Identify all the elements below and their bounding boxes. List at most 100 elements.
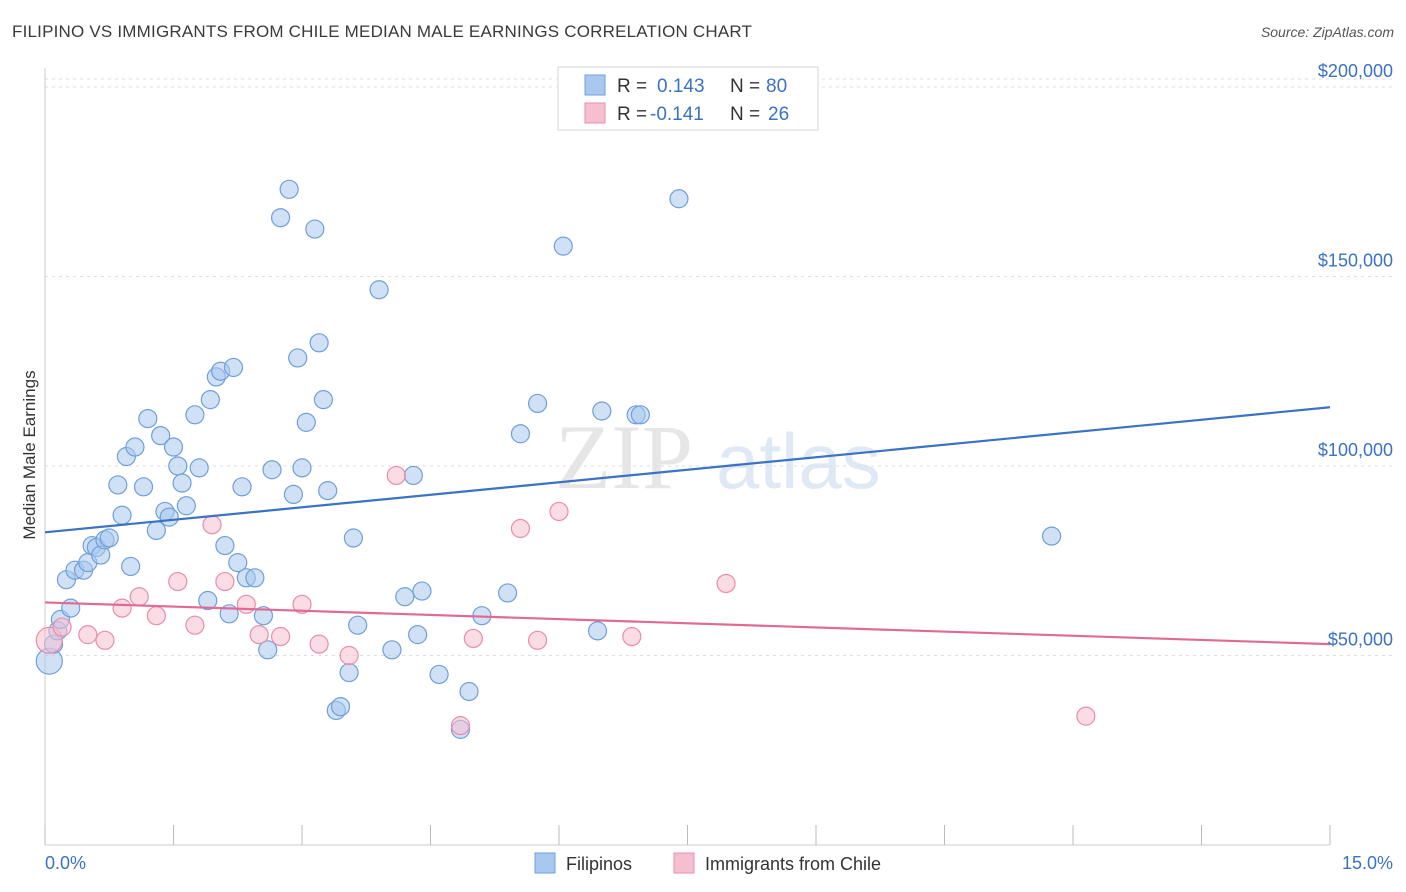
series-legend: Filipinos Immigrants from Chile xyxy=(534,852,881,874)
chile-point-19 xyxy=(463,628,483,649)
axes xyxy=(44,68,1331,846)
filipinos-point-46 xyxy=(279,179,299,199)
filipinos-point-73 xyxy=(553,236,573,256)
filipinos-point-42 xyxy=(253,606,274,626)
filipinos-point-43 xyxy=(258,640,278,660)
chile-point-14 xyxy=(292,594,312,614)
chile-point-13 xyxy=(270,626,291,647)
y-tick-label-2: $150,000 xyxy=(1318,250,1393,270)
filipinos-point-26 xyxy=(168,456,188,476)
y-tick-label-3: $200,000 xyxy=(1318,61,1393,81)
chile-point-10 xyxy=(215,571,235,592)
legend-r-value-1: 0.143 xyxy=(657,76,705,97)
legend-swatch-chile xyxy=(584,102,606,124)
legend-r-label-1: R = xyxy=(617,76,647,97)
legend-n-label-1: N = xyxy=(730,76,760,97)
chart-title: FILIPINO VS IMMIGRANTS FROM CHILE MEDIAN… xyxy=(12,22,753,41)
y-tick-labels: $50,000 $100,000 $150,000 $200,000 xyxy=(1318,61,1393,650)
filipinos-point-49 xyxy=(292,458,312,478)
filipinos-point-68 xyxy=(459,681,479,702)
series-filipinos-points xyxy=(35,179,1062,739)
bottom-legend-label-chile: Immigrants from Chile xyxy=(705,854,881,874)
x-tick-label-0: 0.0% xyxy=(45,853,86,873)
trend-lines xyxy=(44,406,1331,646)
filipinos-point-63 xyxy=(403,465,423,486)
filipinos-point-38 xyxy=(228,553,248,573)
filipinos-point-35 xyxy=(215,535,235,556)
chile-point-17 xyxy=(386,465,406,486)
filipinos-point-48 xyxy=(288,348,308,368)
filipinos-point-74 xyxy=(587,621,608,641)
filipinos-point-41 xyxy=(245,568,265,588)
filipinos-point-24 xyxy=(159,507,179,527)
x-tick-label-1: 15.0% xyxy=(1342,853,1393,873)
bottom-legend-label-filipinos: Filipinos xyxy=(566,854,632,874)
legend-n-value-1: 80 xyxy=(766,76,787,97)
filipinos-point-77 xyxy=(630,405,650,425)
filipinos-point-79 xyxy=(1041,526,1062,546)
filipinos-point-62 xyxy=(395,587,415,607)
filipinos-point-66 xyxy=(429,664,449,685)
chile-point-11 xyxy=(236,594,256,614)
legend-r-label-2: R = xyxy=(617,104,647,125)
filipinos-point-28 xyxy=(176,496,196,516)
filipinos-point-5 xyxy=(61,598,81,618)
filipinos-point-31 xyxy=(198,590,218,611)
filipinos-point-53 xyxy=(313,390,334,410)
filipinos-point-37 xyxy=(223,357,244,378)
chile-point-22 xyxy=(549,501,569,522)
filipinos-point-61 xyxy=(382,640,402,660)
filipinos-point-19 xyxy=(133,477,154,497)
correlation-legend: R = 0.143 N = 80 R = -0.141 N = 26 xyxy=(557,66,819,131)
chile-point-23 xyxy=(622,626,642,647)
y-tick-label-0: $50,000 xyxy=(1328,629,1393,649)
filipinos-point-29 xyxy=(185,405,205,425)
filipinos-point-78 xyxy=(669,189,689,209)
filipinos-point-18 xyxy=(125,437,145,457)
filipinos-point-32 xyxy=(200,390,220,410)
filipinos-point-65 xyxy=(412,581,432,601)
chile-point-21 xyxy=(527,630,548,650)
legend-n-label-2: N = xyxy=(730,104,760,125)
filipinos-point-20 xyxy=(138,408,158,429)
y-axis-title: Median Male Earnings xyxy=(20,370,39,539)
filipinos-point-72 xyxy=(527,393,548,414)
filipinos-point-25 xyxy=(163,437,184,457)
chile-point-8 xyxy=(185,615,205,635)
filipinos-point-58 xyxy=(343,528,363,548)
filipinos-point-51 xyxy=(305,219,325,239)
chile-point-12 xyxy=(249,625,269,645)
legend-n-value-2: 26 xyxy=(768,104,789,125)
filipinos-point-50 xyxy=(296,412,316,432)
source-credit: Source: ZipAtlas.com xyxy=(1260,24,1394,40)
chile-point-4 xyxy=(112,598,132,618)
filipinos-point-15 xyxy=(112,505,132,525)
filipinos-point-47 xyxy=(283,484,304,505)
filipinos-point-70 xyxy=(498,583,518,603)
filipinos-point-60 xyxy=(369,280,389,300)
filipinos-point-71 xyxy=(510,424,531,444)
filipinos-point-59 xyxy=(348,615,368,635)
chile-point-18 xyxy=(450,716,471,736)
chile-point-16 xyxy=(339,645,359,666)
filipinos-point-45 xyxy=(270,208,291,228)
bottom-legend-swatch-filipinos xyxy=(534,852,556,874)
filipinos-point-52 xyxy=(309,333,329,353)
trend-line-filipinos xyxy=(44,406,1331,534)
chile-point-3 xyxy=(95,630,115,650)
filipinos-point-44 xyxy=(262,460,282,480)
filipinos-point-17 xyxy=(121,556,141,577)
filipinos-point-39 xyxy=(232,477,252,497)
filipinos-point-64 xyxy=(408,625,428,645)
y-tick-label-1: $100,000 xyxy=(1318,440,1393,460)
watermark-zip: ZIP xyxy=(555,406,693,508)
filipinos-point-54 xyxy=(318,481,338,501)
chile-point-25 xyxy=(1076,706,1096,726)
legend-swatch-filipinos xyxy=(584,74,606,96)
trend-line-chile xyxy=(44,601,1331,646)
filipinos-point-30 xyxy=(189,458,209,478)
watermark-atlas: atlas xyxy=(716,417,881,505)
filipinos-point-57 xyxy=(339,662,359,683)
chile-point-5 xyxy=(129,587,149,607)
